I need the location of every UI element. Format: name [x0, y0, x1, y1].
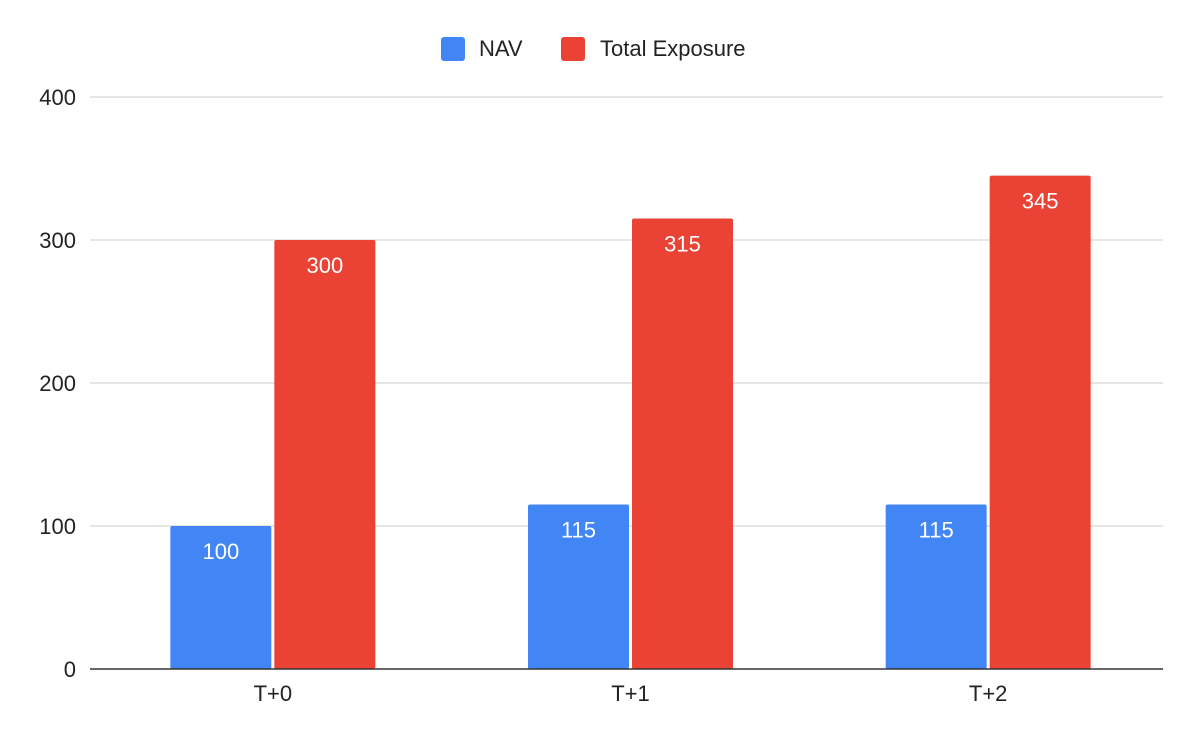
y-tick-label: 400 [39, 85, 76, 110]
y-axis-ticks: 0 100 200 300 400 [39, 85, 76, 682]
data-labels: 100 300 115 315 115 345 [202, 189, 1058, 564]
x-tick-label: T+1 [611, 681, 650, 706]
bars [170, 175, 1091, 670]
x-tick-label: T+0 [254, 681, 293, 706]
bar-total-exposure-t2 [989, 175, 1091, 669]
bar-nav-t1 [528, 504, 629, 669]
bar-nav-t2 [885, 504, 987, 669]
bar-total-exposure-t1 [632, 218, 733, 670]
legend-label: NAV [479, 36, 523, 61]
legend-swatch [441, 37, 465, 61]
data-label: 300 [306, 253, 343, 278]
x-axis-ticks: T+0 T+1 T+2 [254, 681, 1008, 706]
legend: NAV Total Exposure [441, 36, 746, 61]
y-tick-label: 100 [39, 514, 76, 539]
data-label: 115 [919, 518, 954, 543]
legend-label: Total Exposure [600, 36, 746, 61]
bar-total-exposure-t0 [274, 240, 376, 669]
data-label: 345 [1022, 189, 1059, 214]
y-tick-label: 0 [64, 657, 76, 682]
x-tick-label: T+2 [969, 681, 1008, 706]
y-tick-label: 200 [39, 371, 76, 396]
bar-nav-t0 [170, 526, 272, 669]
data-label: 100 [202, 539, 239, 564]
legend-swatch [561, 37, 585, 61]
data-label: 115 [561, 518, 596, 543]
y-tick-label: 300 [39, 228, 76, 253]
data-label: 315 [664, 232, 701, 257]
